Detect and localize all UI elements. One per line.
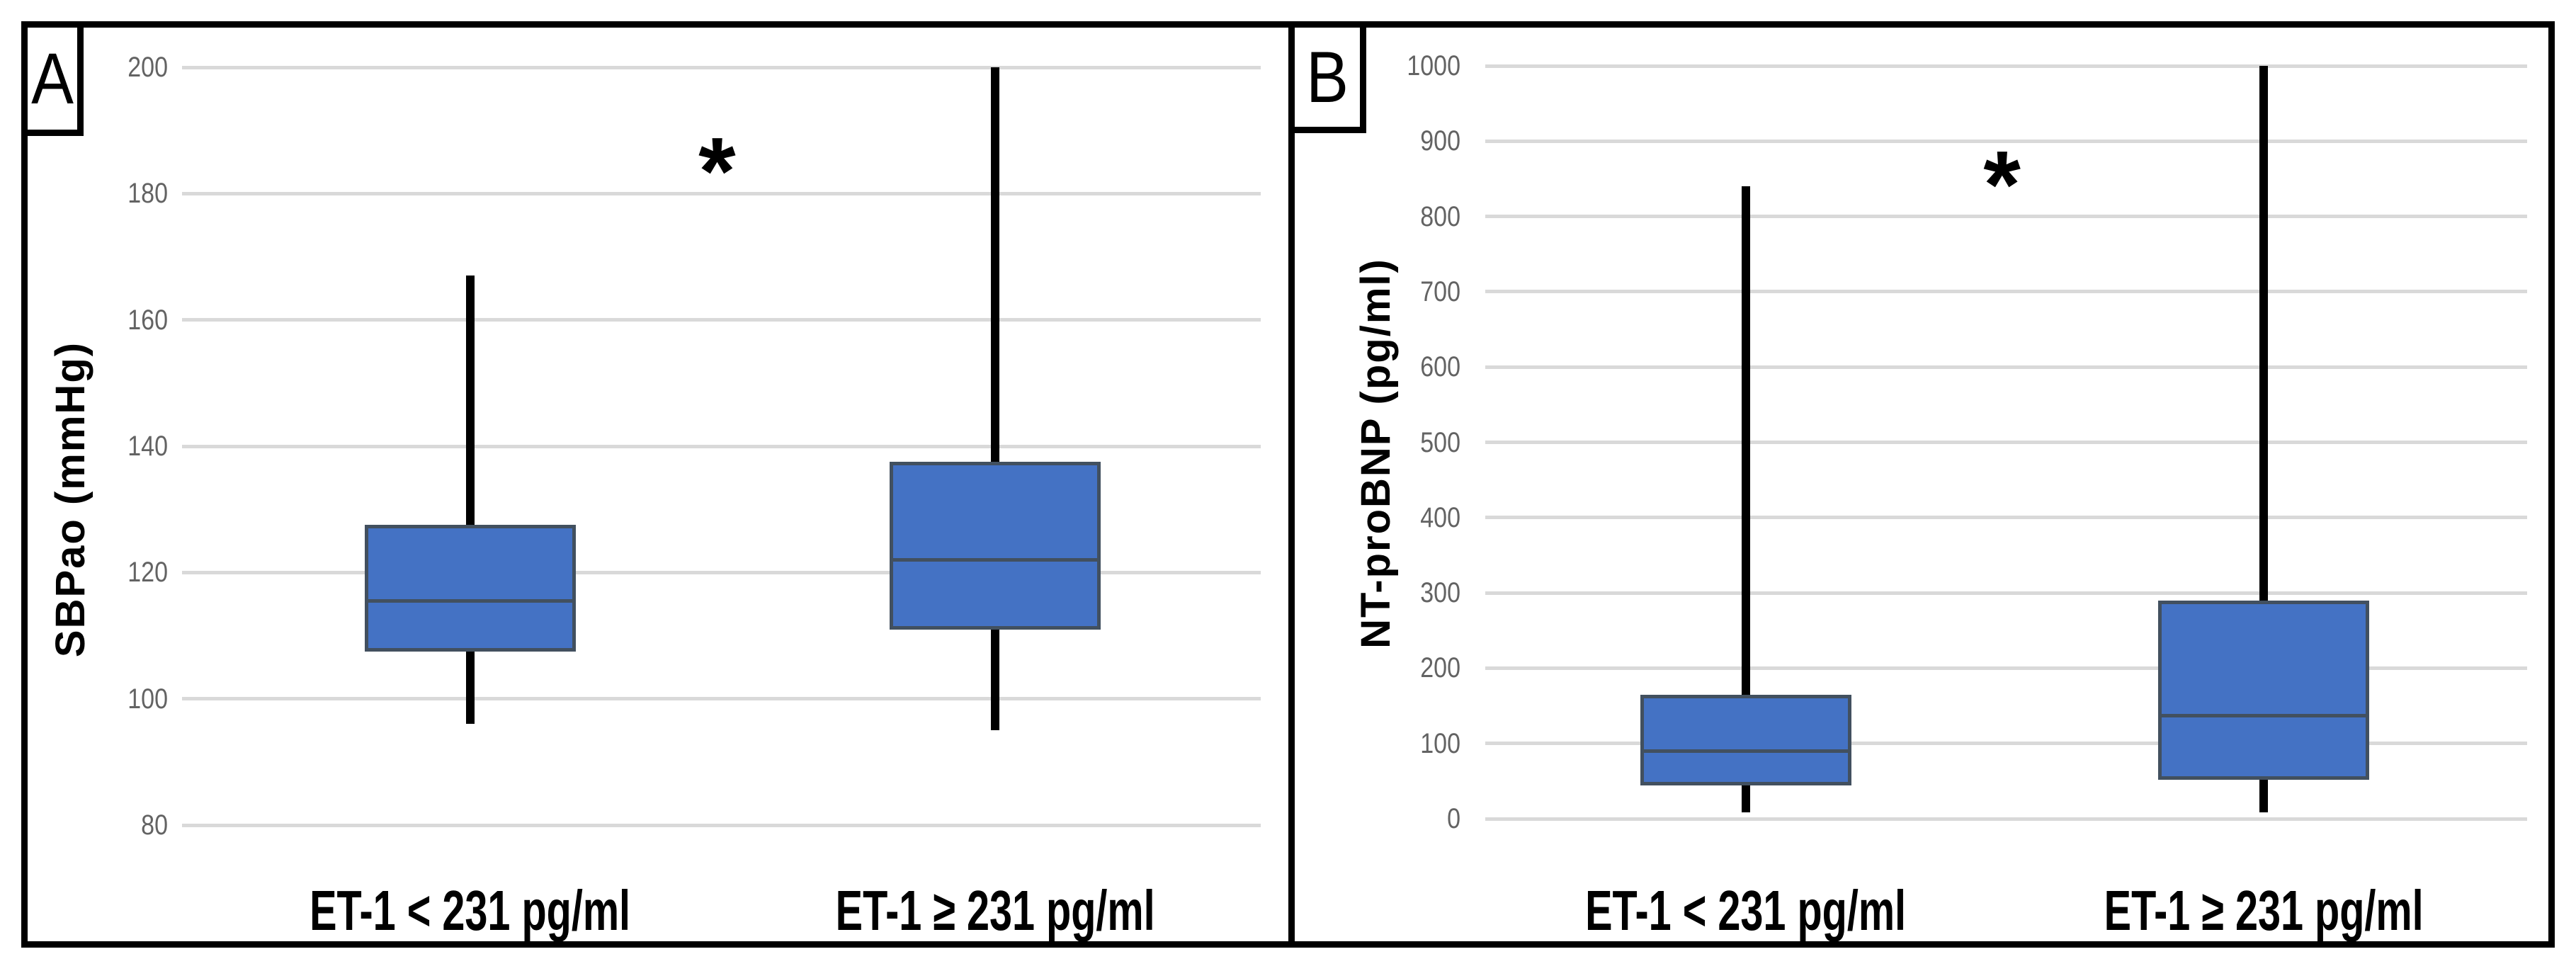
panel-a-gridline <box>182 318 1261 322</box>
panel-a-category-label-1: ET-1 < 231 pg/ml <box>201 878 739 943</box>
panel-a-gridline <box>182 823 1261 827</box>
panel-a-box-1 <box>364 525 576 652</box>
panel-b-gridline <box>1485 817 2527 821</box>
panel-b-box-2-upper-whisker <box>2259 66 2268 601</box>
panel-a-box-2-median-line <box>893 558 1098 562</box>
panel-a-gridline <box>182 191 1261 195</box>
panel-b-gridline <box>1485 365 2527 369</box>
panel-a-category-label-2: ET-1 ≥ 231 pg/ml <box>726 878 1264 943</box>
panel-b-gridline <box>1485 591 2527 595</box>
panel-a-gridline <box>182 570 1261 574</box>
panel-b-box-2-lower-whisker <box>2259 779 2268 813</box>
panel-a-box-2-upper-whisker <box>991 67 1000 462</box>
panel-b-y-tick-label: 400 <box>1420 501 1460 533</box>
panel-b-gridline <box>1485 64 2527 68</box>
panel-b-category-label-text-1: ET-1 < 231 pg/ml <box>1585 879 1907 942</box>
panel-b-gridline <box>1485 290 2527 294</box>
panel-b-box-1-upper-whisker <box>1741 186 1750 695</box>
panel-a-y-tick-label: 200 <box>127 52 168 83</box>
panel-a-box-1-upper-whisker <box>465 276 475 526</box>
panel-b-box-1-lower-whisker <box>1741 785 1750 813</box>
panel-a-label-box: A <box>21 21 84 136</box>
panel-b-gridline <box>1485 215 2527 219</box>
panel-a-box-2 <box>890 462 1101 630</box>
panel-b-gridline <box>1485 516 2527 520</box>
panel-b-category-label-text-2: ET-1 ≥ 231 pg/ml <box>2104 879 2424 942</box>
panel-b-y-tick-label: 700 <box>1420 276 1460 307</box>
panel-b-significance-asterisk: * <box>1983 130 2021 238</box>
panel-b-gridline <box>1485 666 2527 670</box>
panel-a-y-tick-label: 80 <box>141 810 168 841</box>
panel-b-box-1 <box>1640 694 1851 786</box>
panel-a-y-tick-label: 140 <box>127 431 168 462</box>
panel-b-category-label-1: ET-1 < 231 pg/ml <box>1477 878 2015 943</box>
panel-b-label-box: B <box>1288 21 1366 133</box>
panel-b-y-tick-label: 0 <box>1447 803 1460 834</box>
panel-a-category-label-text-2: ET-1 ≥ 231 pg/ml <box>835 879 1155 942</box>
panel-b-y-tick-label: 900 <box>1420 125 1460 157</box>
panel-b-label: B <box>1306 37 1349 118</box>
panel-a-box-1-median-line <box>368 598 572 603</box>
panel-a-box-1-lower-whisker <box>465 651 475 725</box>
panel-a-y-tick-label: 180 <box>127 178 168 210</box>
panel-a-box-2-lower-whisker <box>991 629 1000 731</box>
panel-b-box-2 <box>2157 600 2369 780</box>
panel-a-y-tick-label: 100 <box>127 683 168 715</box>
panel-b-y-tick-label: 600 <box>1420 351 1460 383</box>
panel-b-y-tick-label: 300 <box>1420 577 1460 609</box>
panel-divider <box>1288 21 1295 948</box>
panel-a-y-tick-label: 160 <box>127 304 168 336</box>
figure-outer-frame <box>21 21 2555 948</box>
panel-b-y-tick-label: 500 <box>1420 426 1460 458</box>
panel-b-gridline <box>1485 139 2527 143</box>
panel-a-gridline <box>182 444 1261 448</box>
panel-b-y-tick-label: 1000 <box>1407 50 1460 81</box>
panel-a-category-label-text-1: ET-1 < 231 pg/ml <box>310 879 631 942</box>
panel-b-box-1-median-line <box>1643 749 1848 753</box>
panel-b-category-label-2: ET-1 ≥ 231 pg/ml <box>1995 878 2533 943</box>
panel-a-label: A <box>31 38 74 119</box>
panel-b-box-2-median-line <box>2161 713 2366 717</box>
panel-a-y-tick-label: 120 <box>127 557 168 589</box>
panel-a-significance-asterisk: * <box>698 117 736 225</box>
panel-a-gridline <box>182 697 1261 701</box>
panel-a-gridline <box>182 65 1261 69</box>
panel-b-gridline <box>1485 742 2527 746</box>
panel-b-y-tick-label: 200 <box>1420 652 1460 684</box>
panel-b-y-tick-label: 800 <box>1420 200 1460 232</box>
panel-b-y-tick-label: 100 <box>1420 727 1460 759</box>
panel-b-gridline <box>1485 441 2527 444</box>
